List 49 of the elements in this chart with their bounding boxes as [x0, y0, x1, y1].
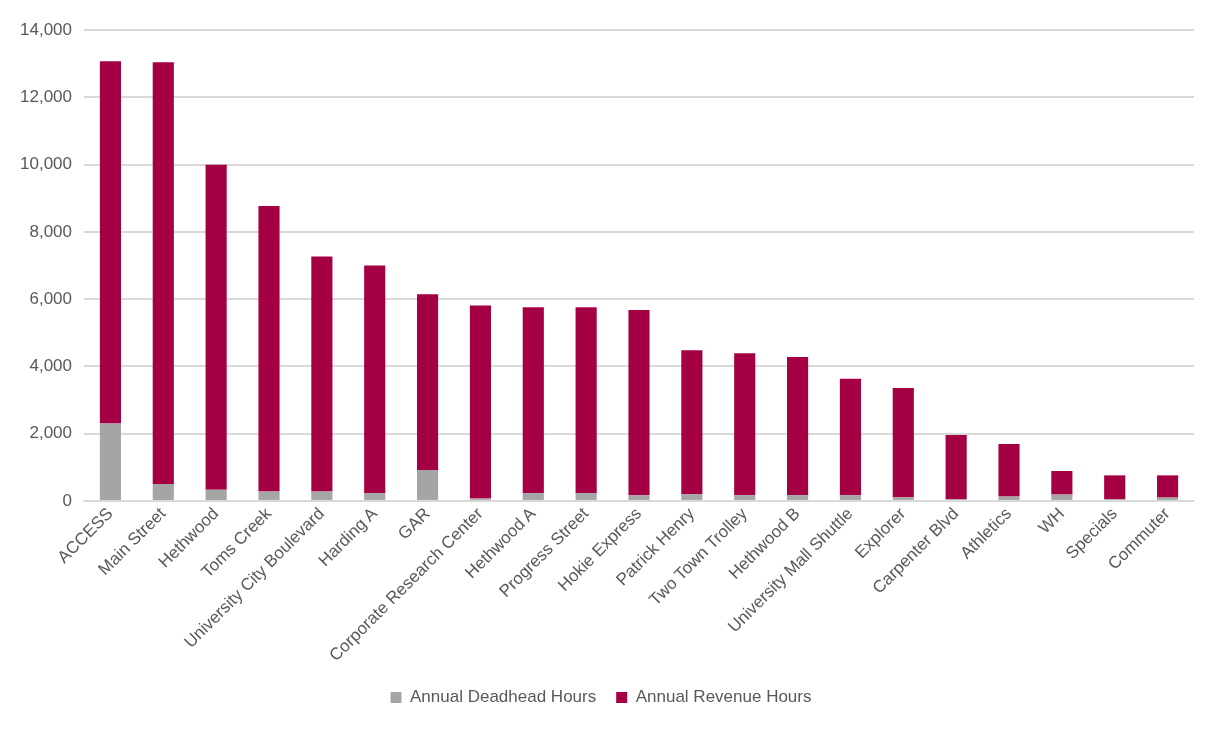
bar: [945, 435, 967, 500]
y-tick-label: 8,000: [29, 221, 72, 241]
y-tick-label: 10,000: [20, 154, 72, 174]
bar: [787, 357, 809, 496]
x-tick-label: WH: [1034, 503, 1068, 538]
bar: [1051, 470, 1073, 495]
bar: [1051, 494, 1073, 500]
bar: [787, 495, 809, 500]
bar: [258, 206, 280, 492]
y-tick-label: 12,000: [20, 87, 72, 107]
bar: [152, 62, 174, 485]
bar: [311, 491, 333, 500]
bar: [734, 353, 756, 496]
bar: [469, 305, 491, 499]
bar: [892, 497, 914, 500]
bar: [152, 484, 174, 500]
y-tick-label: 2,000: [29, 423, 72, 443]
bar: [99, 61, 121, 424]
y-tick-label: 14,000: [20, 19, 72, 39]
bar: [575, 493, 597, 500]
bar: [839, 495, 861, 500]
bar: [522, 493, 544, 500]
legend-label: Annual Deadhead Hours: [410, 687, 597, 707]
bar: [575, 307, 597, 494]
y-tick-label: 0: [62, 490, 72, 510]
bar: [364, 265, 386, 494]
bar: [1104, 475, 1126, 500]
bar: [205, 164, 227, 490]
bar: [99, 423, 121, 500]
bar: [681, 494, 703, 500]
bar: [364, 493, 386, 500]
bar: [205, 489, 227, 500]
bar: [522, 307, 544, 494]
bar: [417, 294, 439, 470]
bar: [734, 495, 756, 500]
bar: [998, 444, 1020, 497]
bar: [311, 256, 333, 492]
bar: [258, 491, 280, 500]
y-tick-label: 4,000: [29, 356, 72, 376]
bar: [628, 495, 650, 500]
bar: [1157, 475, 1179, 498]
bar: [417, 469, 439, 500]
bar: [681, 350, 703, 495]
bar: [892, 387, 914, 498]
y-tick-label: 6,000: [29, 288, 72, 308]
bar: [998, 496, 1020, 500]
legend-label: Annual Revenue Hours: [635, 687, 812, 707]
bar: [839, 378, 861, 496]
bar: [628, 309, 650, 496]
